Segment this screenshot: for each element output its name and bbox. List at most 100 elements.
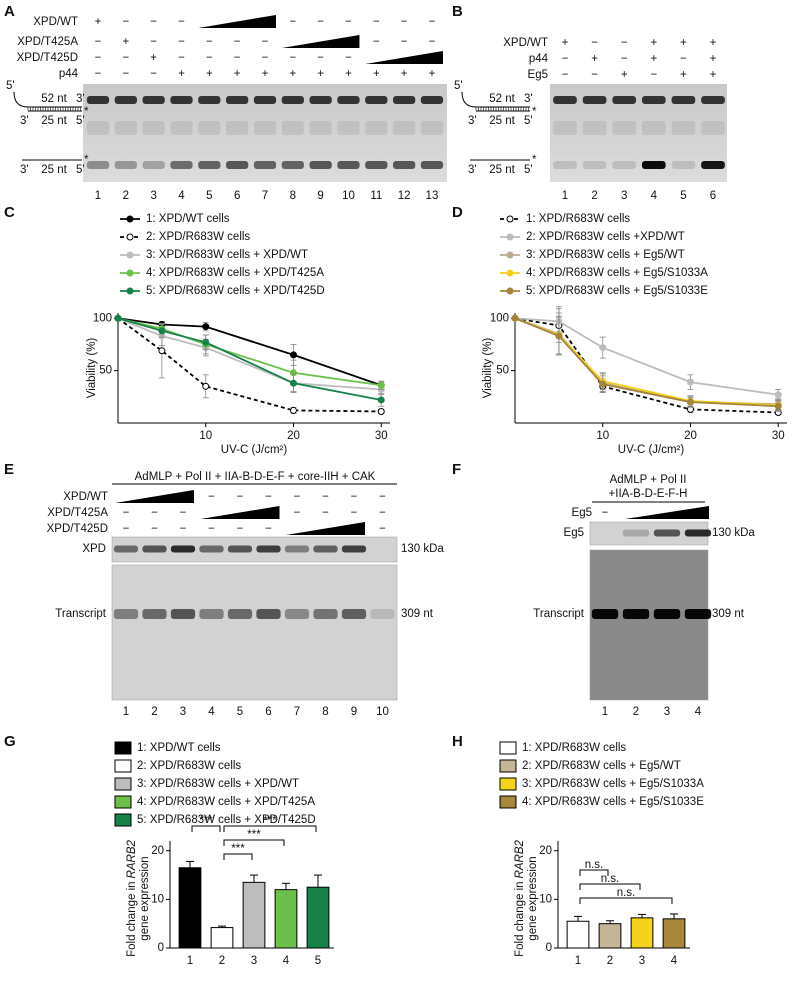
lane-number: 2 <box>123 190 129 202</box>
significance-bracket <box>579 883 641 890</box>
sign: − <box>650 69 657 81</box>
lane-number: 7 <box>294 706 300 718</box>
sign: − <box>262 52 269 64</box>
gel-band <box>284 609 310 619</box>
legend-label: 3: XPD/R683W cells + Eg5/S1033A <box>522 778 704 790</box>
sign: − <box>289 16 296 28</box>
x-axis-label: UV-C (J/cm²) <box>221 444 288 456</box>
sign: − <box>122 52 129 64</box>
bar <box>306 886 330 949</box>
legend-swatch <box>114 759 132 773</box>
x-tick-label: 3 <box>251 955 257 967</box>
row-label: XPD/T425A <box>47 507 108 519</box>
sign: + <box>401 68 408 80</box>
sign: + <box>289 68 296 80</box>
sign: + <box>206 68 213 80</box>
substrate-label: 5' <box>454 80 463 92</box>
lane-number: 4 <box>208 706 215 718</box>
lane-number: 5 <box>680 190 686 202</box>
lane-number: 6 <box>710 190 716 202</box>
gel-band <box>553 161 577 169</box>
sign: − <box>379 523 386 535</box>
gel-band <box>641 121 666 135</box>
row-label: p44 <box>529 53 549 65</box>
sign: + <box>150 52 157 64</box>
gel-band <box>392 96 416 104</box>
legend-swatch <box>499 741 517 755</box>
x-tick-label: 4 <box>671 955 678 967</box>
gel-band <box>113 609 139 619</box>
gel-band <box>641 96 666 104</box>
gel-band <box>641 161 666 169</box>
sign: − <box>180 507 187 519</box>
panel-letter: E <box>4 461 14 478</box>
sign: − <box>680 53 687 65</box>
gel-band <box>227 609 253 619</box>
sign: − <box>621 53 628 65</box>
sign: + <box>234 68 241 80</box>
legend-label: 2: XPD/R683W cells <box>137 760 241 772</box>
substrate-label: 52 nt <box>489 93 515 105</box>
gel-band <box>582 161 607 169</box>
gel-band <box>226 96 249 104</box>
sign: + <box>621 69 628 81</box>
y-tick-label: 0 <box>546 942 552 954</box>
blot-size: 309 nt <box>401 608 434 620</box>
sign: + <box>122 36 129 48</box>
significance-bracket <box>223 839 285 846</box>
substrate-label: 5' <box>6 80 15 92</box>
sign: + <box>373 68 380 80</box>
blot <box>589 549 709 701</box>
sign: + <box>710 69 717 81</box>
gel-band <box>420 121 444 135</box>
sign: − <box>151 507 158 519</box>
blot-label: Transcript <box>533 608 584 620</box>
legend-swatch <box>114 813 132 827</box>
gel-band <box>86 96 110 104</box>
legend-label: 5: XPD/R683W cells + XPD/T425D <box>137 814 316 826</box>
panel-letter: F <box>452 461 461 478</box>
sign: − <box>150 16 157 28</box>
panel-letter: D <box>452 204 463 221</box>
sign: − <box>429 16 436 28</box>
lane-number: 5 <box>237 706 243 718</box>
titration-wedge <box>365 51 443 64</box>
bar <box>630 917 654 949</box>
sign: − <box>401 36 408 48</box>
substrate-label: 25 nt <box>41 115 67 127</box>
gel-title: AdMLP + Pol II + IIA-B-D-E-F + core-IIH … <box>135 471 376 483</box>
panel-letter: A <box>4 3 15 20</box>
point <box>289 379 297 387</box>
gel-band <box>622 529 650 537</box>
point <box>158 327 166 335</box>
sign: + <box>680 69 687 81</box>
x-tick-label: 20 <box>287 430 300 442</box>
sign: + <box>591 53 598 65</box>
gel-band <box>313 545 338 553</box>
sign: − <box>317 52 324 64</box>
substrate-label: 3' <box>20 115 29 127</box>
substrate-label: 5' <box>76 115 85 127</box>
sign: − <box>208 523 215 535</box>
significance-label: n.s. <box>617 887 636 899</box>
substrate-label: 5' <box>524 164 533 176</box>
lane-number: 3 <box>664 706 670 718</box>
blot-label: Transcript <box>55 608 106 620</box>
gel-band <box>370 609 395 619</box>
point <box>158 347 166 355</box>
gel-band <box>113 545 139 553</box>
lane-number: 2 <box>633 706 639 718</box>
gel-band <box>701 121 725 135</box>
row-label: XPD/WT <box>503 37 548 49</box>
legend-marker <box>506 233 514 241</box>
significance-bracket <box>223 825 317 832</box>
gel-band <box>341 609 367 619</box>
x-tick-label: 1 <box>575 955 581 967</box>
sign: − <box>345 16 352 28</box>
legend-marker <box>126 215 134 223</box>
legend-swatch <box>499 777 517 791</box>
legend-marker <box>126 251 134 259</box>
legend-label: 2: XPD/R683W cells + Eg5/WT <box>522 760 681 772</box>
legend-label: 4: XPD/R683W cells + XPD/T425A <box>146 267 324 279</box>
